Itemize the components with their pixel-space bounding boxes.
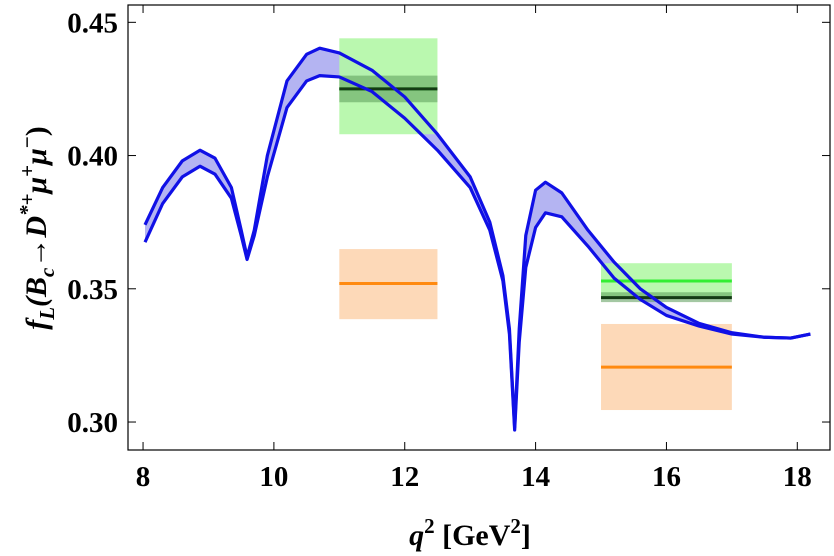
frame: [127, 4, 831, 451]
x-tick-label: 12: [390, 461, 419, 493]
y-tick-label: 0.40: [67, 141, 118, 173]
ylabel-part: c: [35, 267, 59, 277]
ylabel-part: f: [20, 317, 53, 330]
xlabel-part: 2: [424, 514, 435, 538]
y-tick-label: 0.45: [67, 7, 118, 39]
ylabel-part: (B: [20, 277, 53, 307]
xlabel-part: ]: [521, 519, 531, 552]
ylabel-part: *+: [15, 193, 39, 216]
xlabel-part: q: [409, 519, 424, 552]
y-tick-label: 0.30: [67, 407, 118, 439]
x-tick-label: 16: [652, 461, 681, 493]
curve: [143, 74, 811, 432]
ylabel-part: μ: [20, 148, 53, 167]
x-tick-label: 8: [136, 461, 151, 493]
x-tick-label: 14: [521, 461, 550, 493]
x-axis-label: q2 [GeV2]: [409, 514, 531, 552]
ylabel-part: →D: [20, 216, 53, 268]
y-tick-label: 0.35: [67, 274, 118, 306]
ylabel-part: ): [20, 126, 53, 136]
xlabel-part: [GeV: [435, 519, 511, 552]
ylabel-part: −: [15, 136, 39, 148]
x-tick-label: 10: [259, 461, 288, 493]
xlabel-part: 2: [510, 514, 521, 538]
x-tick-label: 18: [783, 461, 812, 493]
y-axis-label: fL(Bc→D*+μ+μ−): [15, 126, 59, 330]
ylabel-part: +: [15, 165, 39, 177]
ylabel-part: L: [35, 307, 59, 321]
ylabel-part: μ: [20, 177, 53, 196]
